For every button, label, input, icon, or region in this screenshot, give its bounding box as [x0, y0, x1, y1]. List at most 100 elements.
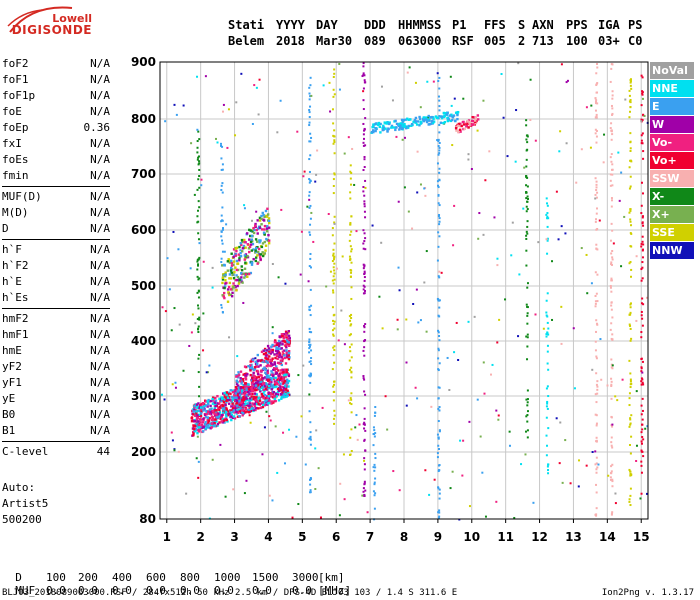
- data-point: [573, 387, 576, 390]
- footer-muf-label: MUF: [15, 584, 36, 597]
- data-point: [232, 488, 235, 491]
- data-point: [639, 497, 642, 500]
- data-point: [362, 292, 365, 295]
- data-point: [371, 129, 375, 132]
- data-point: [378, 125, 382, 129]
- data-point: [308, 86, 311, 89]
- data-point: [526, 135, 529, 138]
- data-point: [596, 227, 599, 230]
- data-point: [259, 390, 262, 393]
- data-point: [161, 393, 164, 396]
- data-point: [246, 275, 249, 278]
- data-point: [253, 389, 257, 392]
- data-point: [566, 79, 569, 82]
- data-point: [547, 472, 550, 475]
- data-point: [629, 494, 632, 497]
- data-point: [238, 259, 241, 262]
- logo-line1: Lowell: [52, 12, 92, 25]
- data-point: [526, 176, 529, 179]
- data-point: [270, 370, 273, 373]
- data-point: [364, 179, 367, 182]
- data-point: [343, 152, 346, 155]
- data-point: [333, 262, 336, 265]
- data-point: [350, 398, 353, 401]
- data-point: [630, 435, 633, 438]
- data-point: [260, 374, 263, 377]
- data-point: [333, 320, 336, 323]
- data-point: [362, 186, 365, 189]
- footer-value: 1500: [252, 571, 279, 584]
- data-point: [400, 118, 404, 122]
- data-point: [236, 375, 239, 378]
- data-point: [221, 281, 224, 285]
- data-point: [640, 460, 643, 463]
- data-point: [595, 436, 598, 439]
- data-point: [200, 410, 203, 413]
- data-point: [640, 104, 643, 107]
- data-point: [244, 376, 247, 379]
- data-point: [569, 482, 572, 485]
- data-point: [640, 204, 643, 207]
- data-point: [609, 80, 612, 83]
- data-point: [282, 381, 285, 384]
- data-point: [635, 459, 638, 462]
- data-point: [196, 75, 199, 78]
- data-point: [269, 360, 272, 364]
- data-point: [350, 286, 353, 289]
- data-point: [238, 410, 241, 413]
- data-point: [440, 115, 443, 118]
- data-point: [241, 386, 245, 389]
- data-point: [361, 75, 364, 78]
- data-point: [380, 241, 383, 244]
- data-point: [213, 401, 217, 404]
- data-point: [349, 223, 352, 226]
- data-point: [381, 126, 384, 130]
- data-point: [224, 282, 227, 285]
- data-point: [392, 126, 395, 129]
- data-point: [362, 375, 365, 378]
- data-point: [280, 397, 283, 400]
- data-point: [414, 121, 417, 124]
- data-point: [364, 81, 367, 84]
- data-point: [438, 430, 441, 433]
- data-point: [221, 409, 225, 412]
- footer-value: 0.0: [252, 584, 272, 597]
- data-point: [611, 249, 614, 252]
- data-point: [197, 331, 200, 334]
- data-point: [173, 307, 176, 310]
- data-point: [438, 115, 441, 118]
- data-point: [362, 242, 365, 245]
- data-point: [545, 387, 548, 390]
- data-point: [363, 158, 366, 161]
- x-tick-label: 3: [230, 530, 238, 544]
- data-point: [227, 291, 230, 294]
- data-point: [257, 359, 261, 362]
- data-point: [268, 494, 271, 497]
- footer-value: 400: [112, 571, 132, 584]
- data-point: [629, 208, 632, 211]
- x-tick-label: 14: [599, 530, 616, 544]
- data-point: [308, 194, 311, 197]
- data-point: [197, 163, 200, 166]
- data-point: [609, 286, 612, 289]
- data-point: [546, 465, 549, 468]
- data-point: [256, 250, 260, 254]
- data-point: [446, 356, 449, 359]
- divider: [2, 186, 110, 187]
- data-point: [575, 181, 578, 184]
- data-point: [254, 360, 257, 364]
- data-point: [468, 120, 472, 124]
- data-point: [373, 507, 376, 510]
- data-point: [222, 274, 225, 277]
- data-point: [254, 357, 257, 360]
- data-point: [422, 118, 425, 121]
- data-point: [451, 115, 455, 119]
- footer-d-label: D: [15, 571, 22, 584]
- data-point: [640, 380, 643, 383]
- data-point: [248, 238, 251, 241]
- data-point: [283, 336, 286, 339]
- data-point: [642, 150, 645, 153]
- data-point: [252, 386, 255, 389]
- data-point: [241, 281, 244, 284]
- param-name: C-level: [2, 445, 49, 458]
